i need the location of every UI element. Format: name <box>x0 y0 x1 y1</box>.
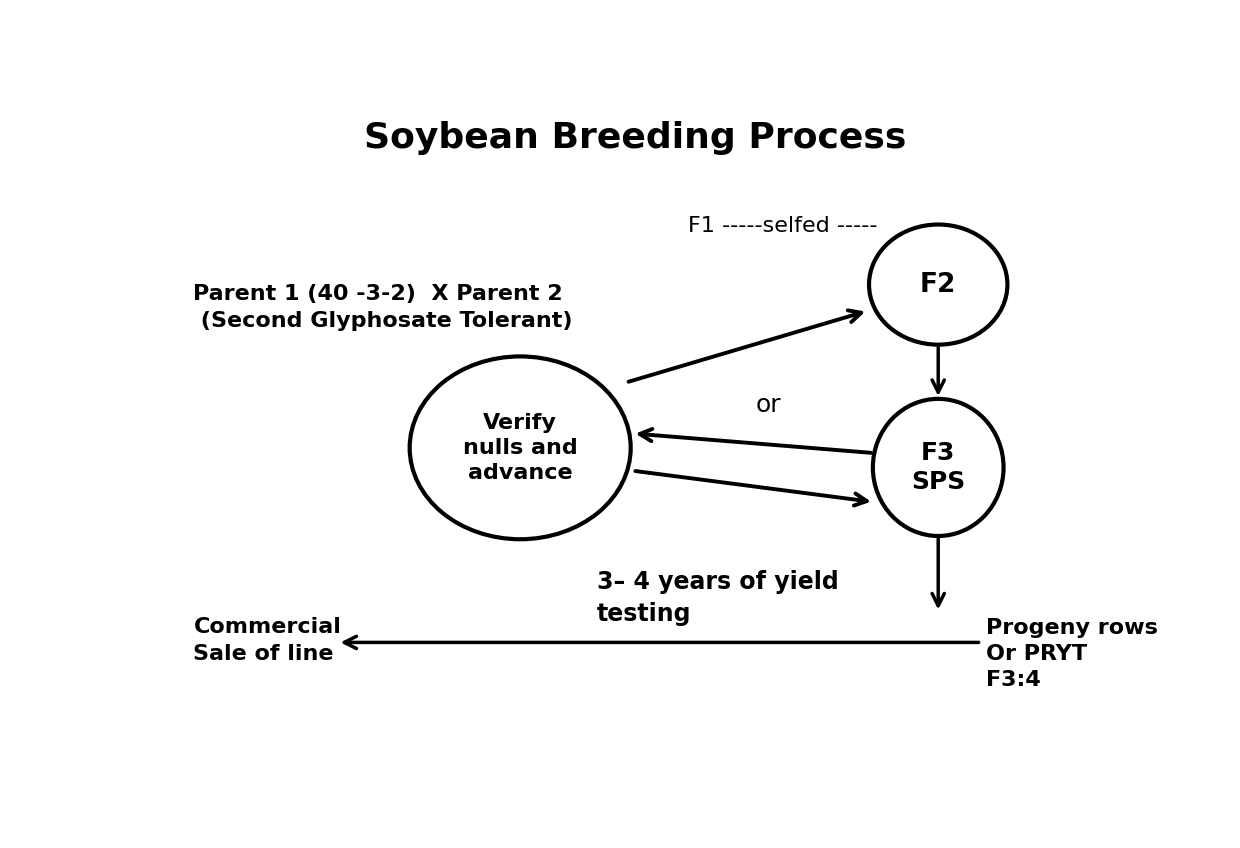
Ellipse shape <box>873 399 1003 536</box>
Text: Progeny rows
Or PRYT
F3:4: Progeny rows Or PRYT F3:4 <box>986 617 1158 690</box>
Ellipse shape <box>869 225 1007 344</box>
Text: Verify
nulls and
advance: Verify nulls and advance <box>463 413 578 483</box>
Text: Soybean Breeding Process: Soybean Breeding Process <box>365 120 906 154</box>
Text: 3– 4 years of yield
testing: 3– 4 years of yield testing <box>596 570 838 626</box>
Text: F2: F2 <box>920 271 956 298</box>
Ellipse shape <box>409 356 631 539</box>
Text: or: or <box>755 393 781 417</box>
Text: Parent 1 (40 -3-2)  X Parent 2
 (Second Glyphosate Tolerant): Parent 1 (40 -3-2) X Parent 2 (Second Gl… <box>193 284 573 331</box>
Text: F3
SPS: F3 SPS <box>911 441 965 494</box>
Text: F1 -----selfed -----: F1 -----selfed ----- <box>688 216 878 236</box>
Text: Commercial
Sale of line: Commercial Sale of line <box>193 617 341 664</box>
